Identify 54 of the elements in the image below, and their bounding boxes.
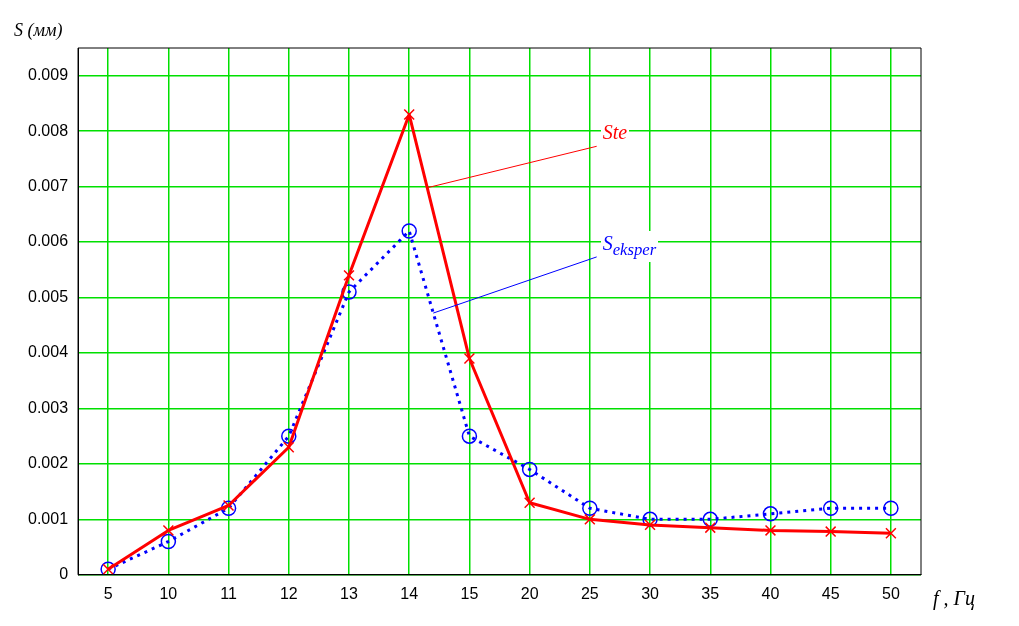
point	[523, 497, 536, 509]
y-tick-label: 0.002	[27, 454, 69, 472]
text: S$_{eksper}$	[600, 230, 659, 262]
x-tick-label: 5	[103, 584, 113, 602]
x-tick-label: 12	[279, 584, 298, 602]
point	[704, 521, 716, 534]
point	[463, 352, 476, 365]
x-tick-label: 40	[761, 584, 780, 602]
point	[283, 441, 295, 453]
point	[644, 519, 656, 531]
x-tick-label: 30	[641, 584, 660, 602]
y-axis-title: S (мм)	[14, 20, 63, 41]
x-axis-title: f , Гц	[933, 586, 975, 610]
x-tick-label: 45	[821, 584, 840, 602]
text: Ste	[600, 120, 630, 145]
x-tick-label: 25	[580, 584, 599, 602]
y-tick-label: 0.005	[27, 287, 69, 305]
point	[281, 428, 297, 444]
point	[220, 500, 237, 517]
point	[883, 500, 899, 517]
point	[885, 527, 897, 539]
x-tick-label: 50	[882, 584, 900, 602]
y-tick-label: 0.006	[27, 232, 69, 250]
x-tick-label: 15	[460, 584, 479, 602]
x-tick-label: 14	[400, 584, 419, 602]
x-tick-label: 13	[340, 584, 358, 602]
point	[642, 511, 658, 528]
y-tick-label: 0.009	[27, 66, 69, 84]
point	[401, 223, 417, 239]
y-tick-label: 0.008	[27, 121, 69, 139]
point	[584, 513, 596, 526]
y-tick-label: 0.003	[27, 398, 69, 416]
x-tick-label: 20	[520, 584, 539, 602]
point	[160, 533, 177, 550]
point	[222, 499, 235, 512]
y-tick-label: 0.001	[27, 509, 69, 527]
y-tick-label: 0.004	[27, 343, 69, 361]
point	[521, 461, 538, 478]
x-tick-label: 35	[701, 584, 720, 602]
point	[343, 269, 355, 282]
point	[764, 524, 777, 537]
point	[824, 525, 837, 538]
point	[403, 108, 415, 121]
x-tick-label: 11	[220, 584, 237, 602]
point	[822, 500, 839, 517]
y-tick-label: 0.007	[27, 177, 69, 195]
point	[461, 428, 478, 444]
point	[762, 506, 779, 522]
x-tick-label: 10	[159, 584, 178, 602]
point	[702, 511, 719, 528]
y-tick-label: 0	[59, 565, 69, 583]
point	[341, 284, 357, 300]
point	[162, 524, 175, 537]
point	[582, 500, 598, 517]
